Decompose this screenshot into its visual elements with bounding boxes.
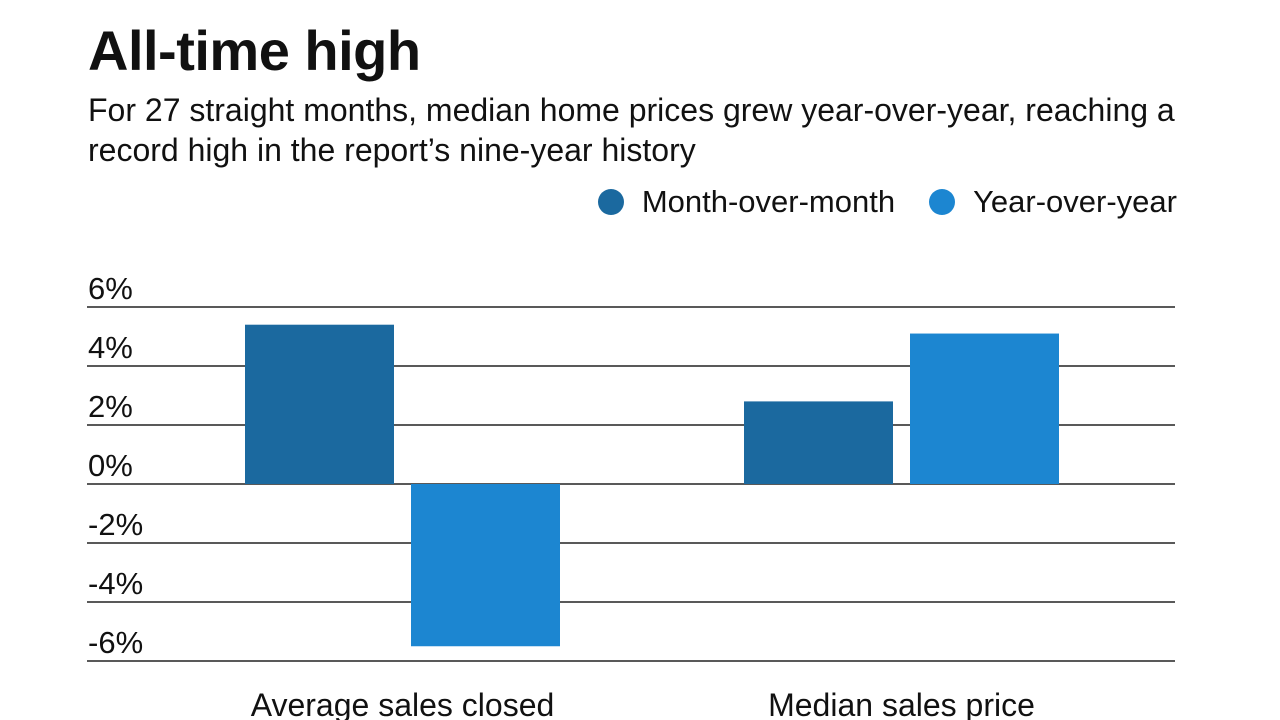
chart-subtitle: For 27 straight months, median home pric… bbox=[88, 92, 1175, 168]
y-tick-label: -6% bbox=[88, 625, 143, 660]
legend-swatch-year-over-year bbox=[929, 189, 956, 215]
legend-label: Year-over-year bbox=[973, 184, 1177, 219]
y-tick-label: 0% bbox=[88, 448, 133, 483]
legend-label: Month-over-month bbox=[641, 184, 896, 219]
y-tick-label: -2% bbox=[88, 507, 143, 542]
x-category-label: Median sales price bbox=[768, 687, 1035, 720]
bar-month-over-month bbox=[744, 401, 893, 484]
chart-title: All-time high bbox=[88, 19, 421, 82]
y-tick-label: 2% bbox=[88, 389, 133, 424]
y-tick-label: -4% bbox=[88, 566, 143, 601]
legend: Month-over-month Year-over-year bbox=[597, 184, 1177, 220]
bar-month-over-month bbox=[245, 324, 394, 484]
x-category-label: Average sales closed bbox=[251, 687, 555, 720]
y-tick-label: 4% bbox=[88, 330, 133, 365]
legend-item-year-over-year: Year-over-year bbox=[929, 184, 1177, 220]
y-tick-label: 6% bbox=[88, 271, 133, 306]
legend-item-month-over-month: Month-over-month bbox=[597, 184, 896, 220]
bar-year-over-year bbox=[411, 484, 560, 647]
legend-swatch-month-over-month bbox=[597, 189, 624, 215]
bar-year-over-year bbox=[910, 333, 1059, 484]
